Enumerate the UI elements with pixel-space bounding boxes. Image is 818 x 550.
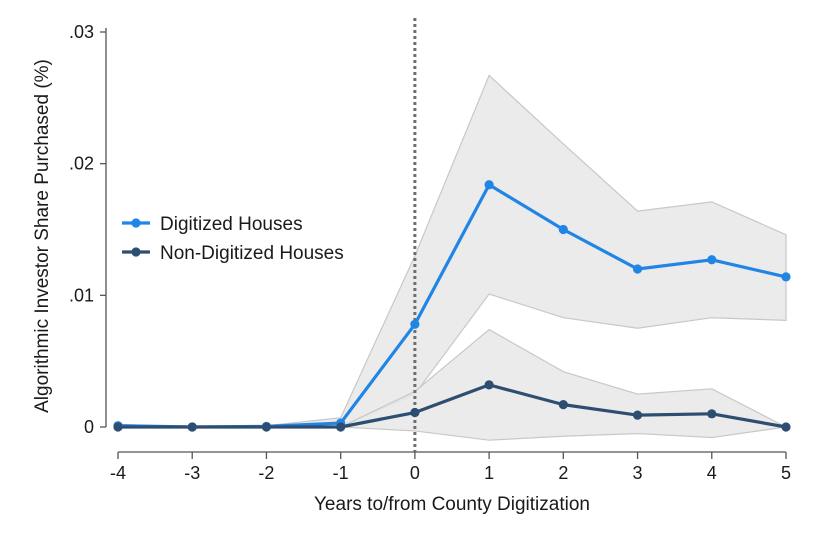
data-point <box>484 380 494 390</box>
legend-swatch-marker <box>131 218 141 228</box>
data-point <box>410 407 420 418</box>
data-point <box>632 410 643 420</box>
y-tick-label: 0 <box>84 417 94 437</box>
data-point <box>707 409 717 419</box>
data-point <box>484 180 494 190</box>
x-tick-label: 3 <box>633 463 643 483</box>
x-tick-label: -2 <box>258 463 274 483</box>
data-point <box>410 319 420 329</box>
data-point <box>113 422 123 432</box>
data-point <box>632 264 643 274</box>
data-point <box>781 422 791 432</box>
x-tick-label: -1 <box>333 463 349 483</box>
x-tick-label: 1 <box>484 463 494 483</box>
data-point <box>558 400 568 410</box>
y-tick-label: .03 <box>69 22 94 42</box>
data-point <box>336 422 346 432</box>
series-lines <box>117 183 787 429</box>
x-axis-title: Years to/from County Digitization <box>314 494 590 515</box>
axes: 0 .01 .02 .03 -4 -3 -2 -1 0 1 2 3 4 5 <box>69 22 791 483</box>
x-tick-label: -4 <box>110 463 126 483</box>
x-tick-label: 4 <box>707 463 717 483</box>
series-line-1 <box>118 383 787 429</box>
y-tick-label: .01 <box>69 285 94 305</box>
data-point <box>558 224 568 235</box>
y-axis-title: Algorithmic Investor Share Purchased (%) <box>32 59 53 413</box>
legend: Digitized Houses Non-Digitized Houses <box>122 214 344 264</box>
data-point <box>187 422 197 432</box>
legend-swatch-marker <box>131 247 141 257</box>
data-point <box>781 272 791 282</box>
x-tick-label: -3 <box>184 463 200 483</box>
legend-label: Digitized Houses <box>160 214 303 235</box>
x-tick-label: 2 <box>558 463 568 483</box>
legend-label: Non-Digitized Houses <box>160 243 344 264</box>
x-tick-label: 0 <box>410 463 420 483</box>
series-points <box>113 180 791 432</box>
y-tick-label: .02 <box>69 154 94 174</box>
data-point <box>707 255 717 265</box>
data-point <box>261 422 272 432</box>
confidence-band-1 <box>118 328 788 441</box>
x-tick-label: 5 <box>781 463 791 483</box>
